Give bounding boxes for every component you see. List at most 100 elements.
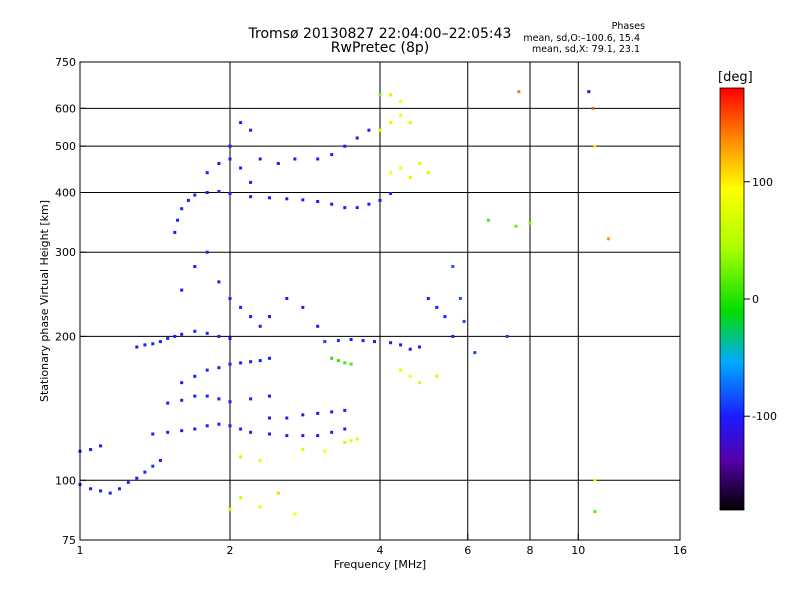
data-point [343, 361, 347, 365]
data-point [186, 198, 190, 202]
data-point [249, 360, 253, 364]
data-point [89, 487, 93, 491]
data-point [258, 359, 262, 363]
data-point [399, 113, 403, 117]
data-point [193, 394, 197, 398]
data-point [258, 505, 262, 509]
data-point [151, 432, 155, 436]
data-point [355, 206, 359, 210]
data-point [343, 427, 347, 431]
data-point [180, 398, 184, 402]
data-point [418, 162, 421, 165]
data-point [323, 449, 327, 453]
data-point [591, 106, 595, 110]
data-point [451, 334, 455, 338]
data-point [373, 340, 376, 344]
data-point [349, 439, 353, 443]
data-point [249, 128, 253, 132]
data-point [268, 315, 271, 319]
data-point [249, 195, 253, 199]
data-point [367, 128, 371, 132]
data-point [349, 362, 353, 366]
data-point [268, 356, 271, 360]
data-point [462, 319, 466, 323]
data-point [217, 422, 221, 426]
data-point [389, 171, 393, 175]
data-point [293, 157, 297, 161]
data-point [258, 324, 262, 328]
data-point [205, 368, 209, 372]
data-point [158, 459, 162, 462]
data-point [293, 512, 297, 516]
data-point [443, 315, 447, 319]
data-point [135, 476, 139, 480]
y-tick-label-7: 750 [55, 56, 76, 69]
colorbar-ticks: 100 0 -100 [744, 176, 777, 423]
data-point [228, 297, 232, 300]
data-point [151, 342, 155, 346]
data-point [593, 478, 597, 482]
data-point [323, 340, 327, 344]
data-point [316, 157, 320, 161]
data-point [399, 368, 403, 372]
data-point [473, 351, 477, 355]
data-point [217, 190, 221, 193]
data-point [239, 121, 243, 125]
data-point [418, 345, 421, 349]
x-tick-label-4: 8 [527, 544, 534, 557]
data-point [166, 430, 170, 434]
data-point [399, 166, 403, 170]
data-point [205, 331, 209, 335]
data-point [330, 430, 334, 434]
data-point [217, 334, 221, 338]
data-point [173, 230, 177, 234]
data-point [268, 394, 271, 398]
data-point [355, 437, 359, 441]
data-point [408, 176, 412, 179]
data-point [249, 397, 253, 401]
data-point [330, 202, 334, 206]
data-point [486, 218, 490, 222]
data-point [301, 305, 305, 309]
data-point [135, 345, 139, 349]
data-point [389, 121, 393, 125]
data-point [316, 434, 320, 438]
data-point [158, 340, 162, 344]
data-point [285, 197, 289, 201]
y-tick-label-6: 600 [55, 102, 76, 115]
data-point [99, 489, 103, 493]
data-point [143, 470, 147, 474]
data-point [268, 432, 271, 436]
data-point [217, 397, 221, 401]
data-point [285, 297, 289, 300]
data-point [301, 198, 305, 202]
data-point [143, 343, 147, 347]
data-point [239, 455, 243, 459]
data-point [205, 250, 209, 254]
data-point [367, 202, 371, 206]
chart-title-line-1: Tromsø 20130827 22:04:00–22:05:43 [248, 26, 512, 42]
data-point [389, 192, 393, 195]
data-point [228, 337, 232, 340]
data-point [180, 429, 184, 433]
x-tick-label-0: 1 [77, 544, 84, 557]
data-point [451, 265, 455, 268]
data-point [399, 343, 403, 347]
data-point [249, 430, 253, 434]
data-point [228, 192, 232, 195]
data-point [228, 400, 232, 404]
data-point [528, 221, 532, 225]
data-point [239, 166, 243, 170]
data-point [249, 315, 253, 319]
data-point [355, 136, 359, 140]
data-point [301, 413, 305, 417]
data-point [517, 90, 521, 94]
data-point [435, 305, 439, 309]
chart-title-line-2: RwPretec (8p) [330, 40, 430, 56]
data-point [217, 162, 221, 165]
data-point [258, 157, 262, 161]
axes: 1 2 4 6 8 10 16 75 100 200 300 400 500 600 750 [55, 56, 687, 557]
data-point [399, 100, 403, 103]
data-point [173, 334, 177, 338]
